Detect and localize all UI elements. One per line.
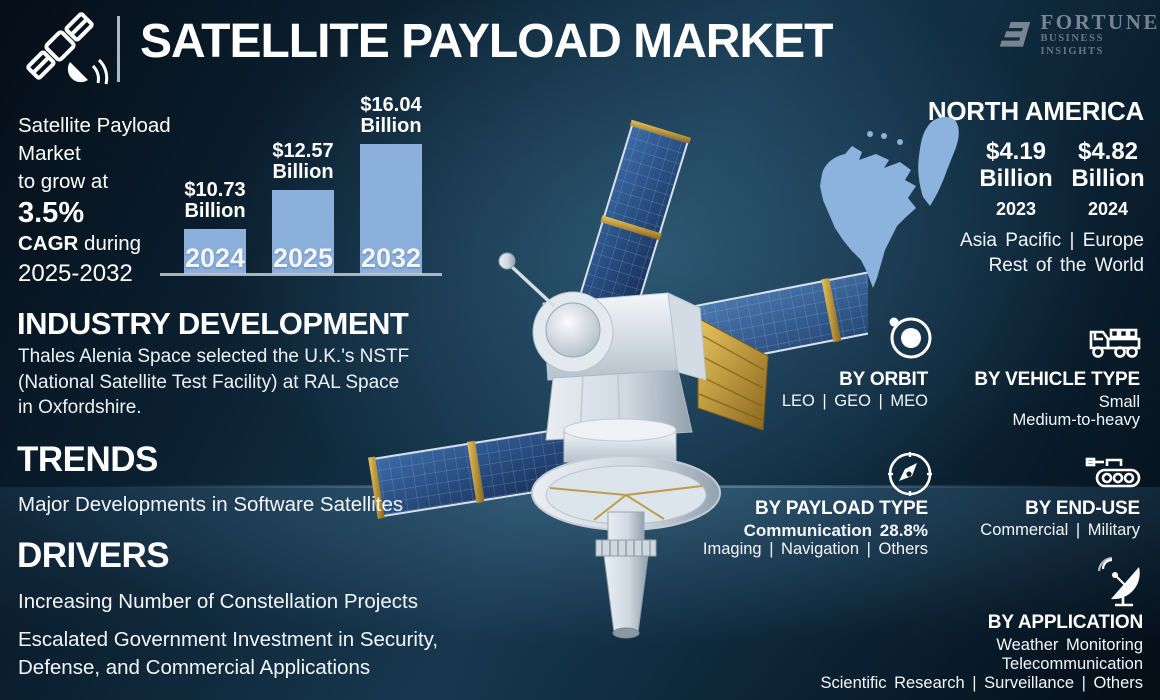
chart-axis-line — [160, 273, 442, 276]
by-payload-type-leading: Communication 28.8% — [743, 521, 928, 540]
market-growth-summary: Satellite Payload Market to grow at 3.5%… — [18, 112, 171, 290]
satellite-right-wing — [679, 250, 868, 370]
page-title: SATELLITE PAYLOAD MARKET — [140, 15, 833, 68]
by-end-use-values: Commercial | Military — [980, 521, 1140, 539]
drivers-item: Increasing Number of Constellation Proje… — [18, 590, 418, 613]
satellite-antenna — [509, 264, 556, 308]
dish-shape — [67, 62, 88, 83]
satellite-thruster — [603, 555, 649, 634]
by-orbit-title: BY ORBIT — [839, 369, 928, 390]
map-mainland — [820, 146, 916, 288]
bar: 2025 — [272, 190, 334, 274]
by-vehicle-type-value: Medium-to-heavy — [1012, 411, 1140, 429]
truck-icon — [1089, 328, 1141, 358]
map-greenland — [918, 116, 959, 206]
bar: 2024 — [184, 229, 246, 274]
stat-value: $4.19 — [985, 138, 1047, 165]
tank-icon — [1085, 457, 1141, 488]
by-application-values: Scientific Research | Surveillance | Oth… — [820, 674, 1143, 692]
bar-year-label: 2024 — [184, 243, 246, 273]
by-vehicle-type-title: BY VEHICLE TYPE — [974, 369, 1140, 390]
satellite-dome — [545, 302, 601, 358]
industry-development-title: INDUSTRY DEVELOPMENT — [17, 306, 409, 341]
intro-line: to grow at — [18, 170, 109, 193]
regions-line: Asia Pacific | Europe — [960, 230, 1144, 251]
by-payload-type-title: BY PAYLOAD TYPE — [755, 498, 928, 519]
logo-mark-icon — [1000, 21, 1031, 47]
regions-line: Rest of the World — [988, 255, 1144, 276]
stat-value: $4.82 — [1077, 138, 1139, 165]
trends-title: TRENDS — [17, 440, 158, 479]
industry-development-body: Thales Alenia Space selected the U.K.'s … — [18, 346, 410, 418]
bar-year-label: 2025 — [272, 243, 334, 273]
bar-value-label: $16.04 Billion — [360, 94, 422, 137]
satellite-dish-icon — [1097, 557, 1140, 607]
stat-unit: Billion — [979, 165, 1053, 192]
bar-group: $12.57 Billion 2025 — [259, 141, 347, 274]
bar-year-label: 2032 — [360, 243, 422, 273]
market-size-bar-chart: $10.73 Billion 2024 $12.57 Billion 2025 $16.04… — [171, 92, 435, 274]
bar-value-label: $10.73 Billion — [184, 179, 246, 222]
brand-logo: FORTUNE BUSINESS INSIGHTS — [1000, 12, 1160, 58]
cagr-label: CAGR — [18, 232, 79, 255]
cagr-value: 3.5% — [18, 197, 85, 229]
by-application-value: Weather Monitoring — [996, 636, 1143, 654]
bar-group: $16.04 Billion 2032 — [347, 95, 435, 274]
na-stat-2024: $4.82 Billion 2024 — [1058, 138, 1158, 220]
satellite-illustration — [368, 119, 868, 639]
drivers-title: DRIVERS — [17, 536, 170, 575]
satellite-icon — [26, 12, 109, 85]
intro-line: Market — [18, 142, 81, 165]
logo-brand: FORTUNE — [1040, 10, 1160, 34]
by-payload-type-values: Imaging | Navigation | Others — [702, 540, 928, 558]
compass-icon — [888, 452, 932, 496]
by-end-use-title: BY END-USE — [1025, 498, 1140, 519]
bar-group: $10.73 Billion 2024 — [171, 180, 259, 274]
stat-year: 2024 — [1087, 199, 1129, 219]
na-stat-2023: $4.19 Billion 2023 — [966, 138, 1066, 220]
forecast-period: 2025-2032 — [18, 260, 133, 287]
by-vehicle-type-value: Small — [1098, 393, 1140, 411]
other-regions: Asia Pacific | Europe Rest of the World — [960, 228, 1144, 278]
cagr-rest: during — [78, 232, 142, 255]
north-america-map — [820, 116, 959, 288]
bar: 2032 — [360, 144, 422, 274]
intro-line: Satellite Payload — [18, 114, 171, 137]
by-orbit-values: LEO | GEO | MEO — [781, 392, 928, 410]
logo-tagline: BUSINESS INSIGHTS — [1040, 33, 1105, 57]
orbit-icon — [889, 317, 932, 359]
bar-value-label: $12.57 Billion — [272, 140, 334, 183]
by-application-value: Telecommunication — [1001, 655, 1143, 673]
trends-body: Major Developments in Software Satellite… — [18, 493, 404, 516]
stat-unit: Billion — [1071, 165, 1145, 192]
header-divider — [117, 16, 120, 82]
north-america-title: NORTH AMERICA — [927, 96, 1144, 126]
stat-year: 2023 — [995, 199, 1037, 219]
drivers-item: Escalated Government Investment in Secur… — [18, 628, 439, 679]
by-application-title: BY APPLICATION — [987, 612, 1143, 633]
cagr-line: CAGR during — [18, 230, 171, 258]
